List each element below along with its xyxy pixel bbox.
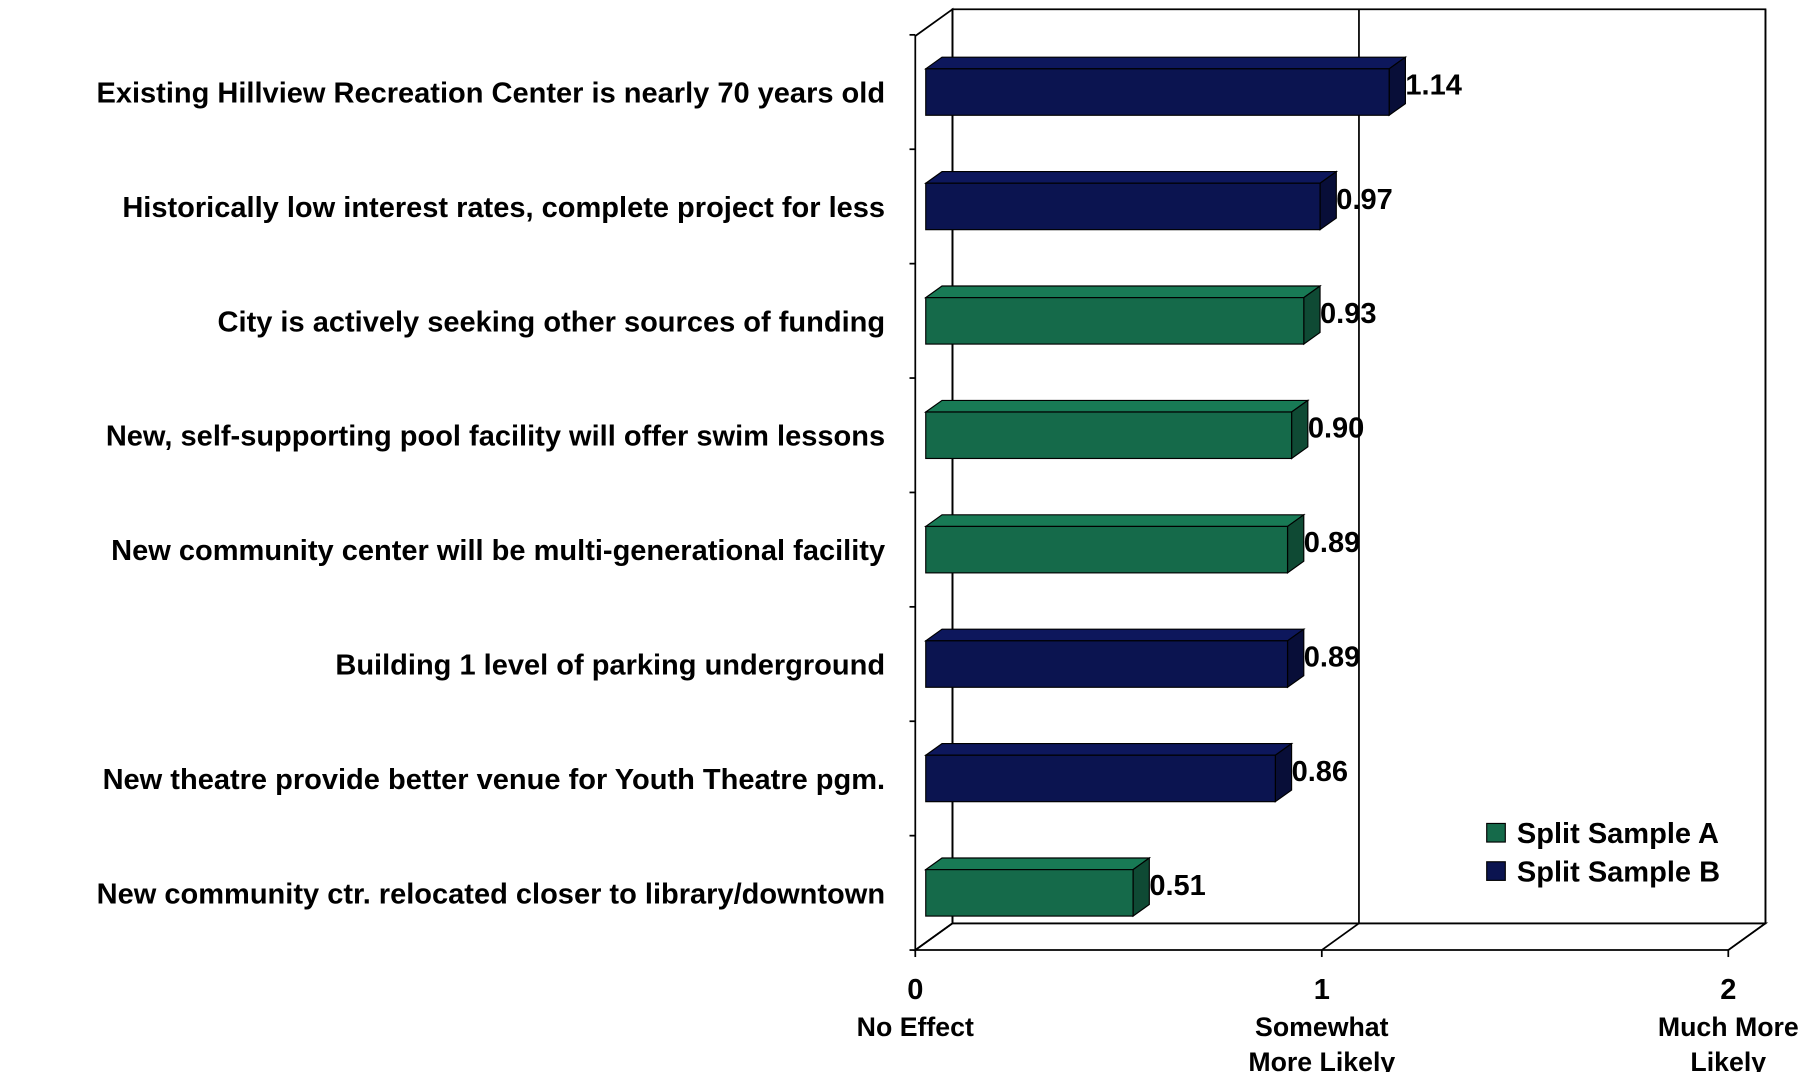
x-tick-label: 0 [907, 974, 923, 1006]
x-tick-sublabel: Much More [1658, 1012, 1799, 1042]
y-tick-label: Building 1 level of parking underground [335, 650, 885, 682]
bar-top [923, 399, 1310, 413]
bar [925, 640, 1289, 688]
legend-label: Split Sample B [1517, 857, 1720, 889]
y-tick-label: New community center will be multi-gener… [111, 535, 885, 567]
value-label: 0.89 [1304, 641, 1360, 673]
bar [925, 754, 1276, 803]
legend-swatch [1486, 861, 1506, 881]
y-tick-label: City is actively seeking other sources o… [218, 306, 886, 338]
x-tick-label: 1 [1314, 974, 1330, 1006]
x-tick-sublabel: No Effect [857, 1012, 974, 1042]
bar-top [923, 514, 1306, 527]
bar [925, 869, 1134, 917]
grid-line-floor [914, 922, 953, 951]
x-tick-sublabel: Likely [1690, 1047, 1766, 1072]
side-wall [914, 7, 954, 952]
bar-top [923, 285, 1322, 299]
grid-line-floor [1321, 922, 1360, 951]
y-tick-label: New community ctr. relocated closer to l… [97, 878, 885, 910]
y-tick-label: Historically low interest rates, complet… [122, 192, 885, 224]
bar [925, 411, 1293, 460]
value-label: 0.93 [1320, 298, 1376, 330]
bar [925, 297, 1305, 345]
bar-top [923, 56, 1408, 70]
bar [925, 525, 1289, 574]
value-label: 0.86 [1292, 756, 1348, 788]
value-label: 0.97 [1336, 184, 1392, 216]
y-tick-label: New theatre provide better venue for You… [103, 764, 886, 796]
value-label: 1.14 [1405, 69, 1461, 101]
bar-top [923, 171, 1339, 184]
x-tick-sublabel: More Likely [1248, 1047, 1395, 1072]
value-label: 0.90 [1308, 413, 1364, 445]
grid-line-floor [1727, 922, 1766, 951]
bar [925, 68, 1390, 116]
x-tick-label: 2 [1720, 974, 1736, 1006]
bar-top [923, 628, 1306, 642]
bar-top [923, 743, 1294, 756]
value-label: 0.89 [1304, 527, 1360, 559]
y-tick-label: Existing Hillview Recreation Center is n… [97, 77, 886, 109]
x-tick-sublabel: Somewhat [1255, 1012, 1389, 1042]
y-tick-label: New, self-supporting pool facility will … [106, 421, 885, 453]
legend-label: Split Sample A [1517, 818, 1719, 850]
bar-top [923, 857, 1152, 871]
bar [925, 182, 1321, 231]
legend-swatch [1486, 822, 1506, 843]
value-label: 0.51 [1149, 870, 1205, 902]
